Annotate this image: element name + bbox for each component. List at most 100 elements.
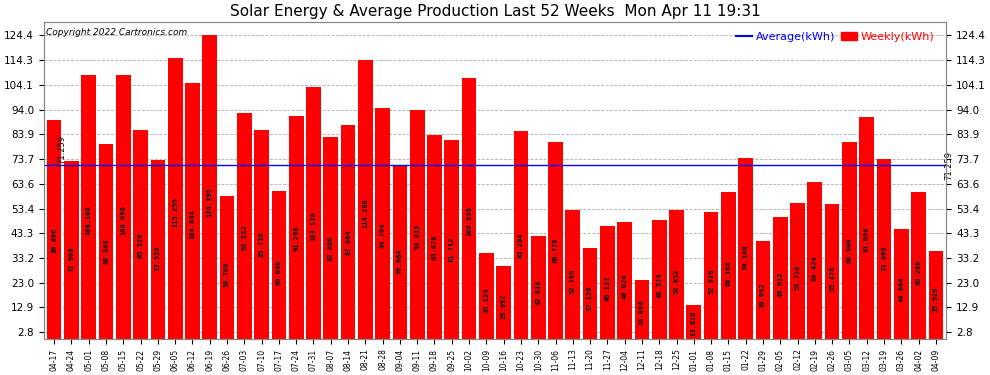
Text: 91.096: 91.096 [863, 226, 869, 252]
Text: 52.652: 52.652 [673, 268, 679, 294]
Text: 35.124: 35.124 [483, 288, 489, 313]
Bar [237, 113, 251, 339]
Bar [358, 60, 372, 339]
Text: 108.096: 108.096 [121, 206, 127, 235]
Text: 71.259: 71.259 [57, 135, 66, 164]
Bar [461, 78, 476, 339]
Text: 73.520: 73.520 [154, 245, 160, 271]
Text: 72.908: 72.908 [68, 246, 74, 272]
Text: 73.696: 73.696 [881, 245, 887, 271]
Text: 93.816: 93.816 [414, 223, 420, 249]
Bar [773, 217, 788, 339]
Bar [324, 136, 339, 339]
Text: 114.280: 114.280 [362, 198, 368, 228]
Bar [134, 130, 148, 339]
Text: 48.524: 48.524 [656, 273, 662, 298]
Text: 60.288: 60.288 [916, 260, 922, 285]
Bar [81, 75, 96, 339]
Bar [341, 125, 355, 339]
Bar [427, 135, 442, 339]
Bar [583, 248, 597, 339]
Text: 115.256: 115.256 [172, 198, 178, 227]
Bar [150, 159, 165, 339]
Text: 108.108: 108.108 [86, 205, 92, 235]
Text: 83.676: 83.676 [432, 234, 438, 260]
Text: 85.204: 85.204 [518, 232, 524, 258]
Text: 82.880: 82.880 [328, 235, 334, 261]
Text: 70.664: 70.664 [397, 249, 403, 274]
Bar [842, 141, 856, 339]
Legend: Average(kWh), Weekly(kWh): Average(kWh), Weekly(kWh) [732, 27, 939, 46]
Bar [306, 87, 321, 339]
Bar [894, 230, 909, 339]
Bar [47, 120, 61, 339]
Text: 80.040: 80.040 [103, 238, 109, 264]
Bar [635, 280, 649, 339]
Bar [548, 142, 563, 339]
Text: 124.396: 124.396 [207, 188, 213, 217]
Bar [929, 251, 943, 339]
Bar [877, 159, 891, 339]
Text: 92.532: 92.532 [242, 225, 248, 250]
Bar [479, 253, 494, 339]
Text: 35.920: 35.920 [933, 286, 939, 312]
Text: 52.760: 52.760 [570, 268, 576, 294]
Text: 85.520: 85.520 [138, 232, 144, 258]
Bar [220, 196, 235, 339]
Title: Solar Energy & Average Production Last 52 Weeks  Mon Apr 11 19:31: Solar Energy & Average Production Last 5… [230, 4, 760, 19]
Text: Copyright 2022 Cartronics.com: Copyright 2022 Cartronics.com [46, 28, 187, 37]
Text: 74.188: 74.188 [742, 244, 748, 270]
Bar [618, 222, 632, 339]
Text: 55.476: 55.476 [830, 265, 836, 291]
Text: 55.720: 55.720 [795, 265, 801, 291]
Text: 58.708: 58.708 [224, 262, 230, 287]
Bar [271, 191, 286, 339]
Text: 94.704: 94.704 [379, 222, 386, 248]
Bar [289, 116, 304, 339]
Bar [790, 203, 805, 339]
Bar [808, 182, 822, 339]
Text: 104.844: 104.844 [189, 209, 195, 238]
Bar [445, 140, 459, 339]
Text: 49.912: 49.912 [777, 272, 783, 297]
Bar [859, 117, 874, 339]
Text: 103.128: 103.128 [311, 211, 317, 240]
Text: 80.776: 80.776 [552, 237, 558, 263]
Bar [375, 108, 390, 339]
Text: 46.132: 46.132 [604, 276, 611, 301]
Bar [202, 35, 217, 339]
Bar [116, 75, 131, 339]
Text: 29.892: 29.892 [501, 293, 507, 319]
Text: 52.028: 52.028 [708, 269, 714, 294]
Bar [600, 226, 615, 339]
Bar [168, 58, 182, 339]
Text: 13.828: 13.828 [691, 311, 697, 336]
Text: 106.836: 106.836 [466, 207, 472, 237]
Bar [64, 161, 79, 339]
Text: 37.120: 37.120 [587, 285, 593, 311]
Bar [514, 131, 529, 339]
Text: 85.736: 85.736 [258, 232, 264, 258]
Text: 80.900: 80.900 [846, 237, 852, 263]
Bar [704, 212, 719, 339]
Text: 81.712: 81.712 [448, 236, 454, 262]
Bar [99, 144, 113, 339]
Bar [739, 158, 753, 339]
Text: 24.084: 24.084 [639, 300, 644, 325]
Bar [686, 305, 701, 339]
Text: 60.184: 60.184 [726, 260, 732, 285]
Bar [531, 236, 545, 339]
Bar [651, 220, 666, 339]
Bar [185, 83, 200, 339]
Bar [496, 266, 511, 339]
Text: 48.024: 48.024 [622, 273, 628, 299]
Text: 91.296: 91.296 [293, 226, 299, 251]
Text: 71.259: 71.259 [944, 150, 953, 180]
Text: 89.896: 89.896 [51, 227, 57, 253]
Text: 42.016: 42.016 [536, 280, 542, 306]
Bar [565, 210, 580, 339]
Bar [410, 110, 425, 339]
Bar [669, 210, 684, 339]
Text: 39.992: 39.992 [760, 282, 766, 308]
Text: 64.424: 64.424 [812, 255, 818, 281]
